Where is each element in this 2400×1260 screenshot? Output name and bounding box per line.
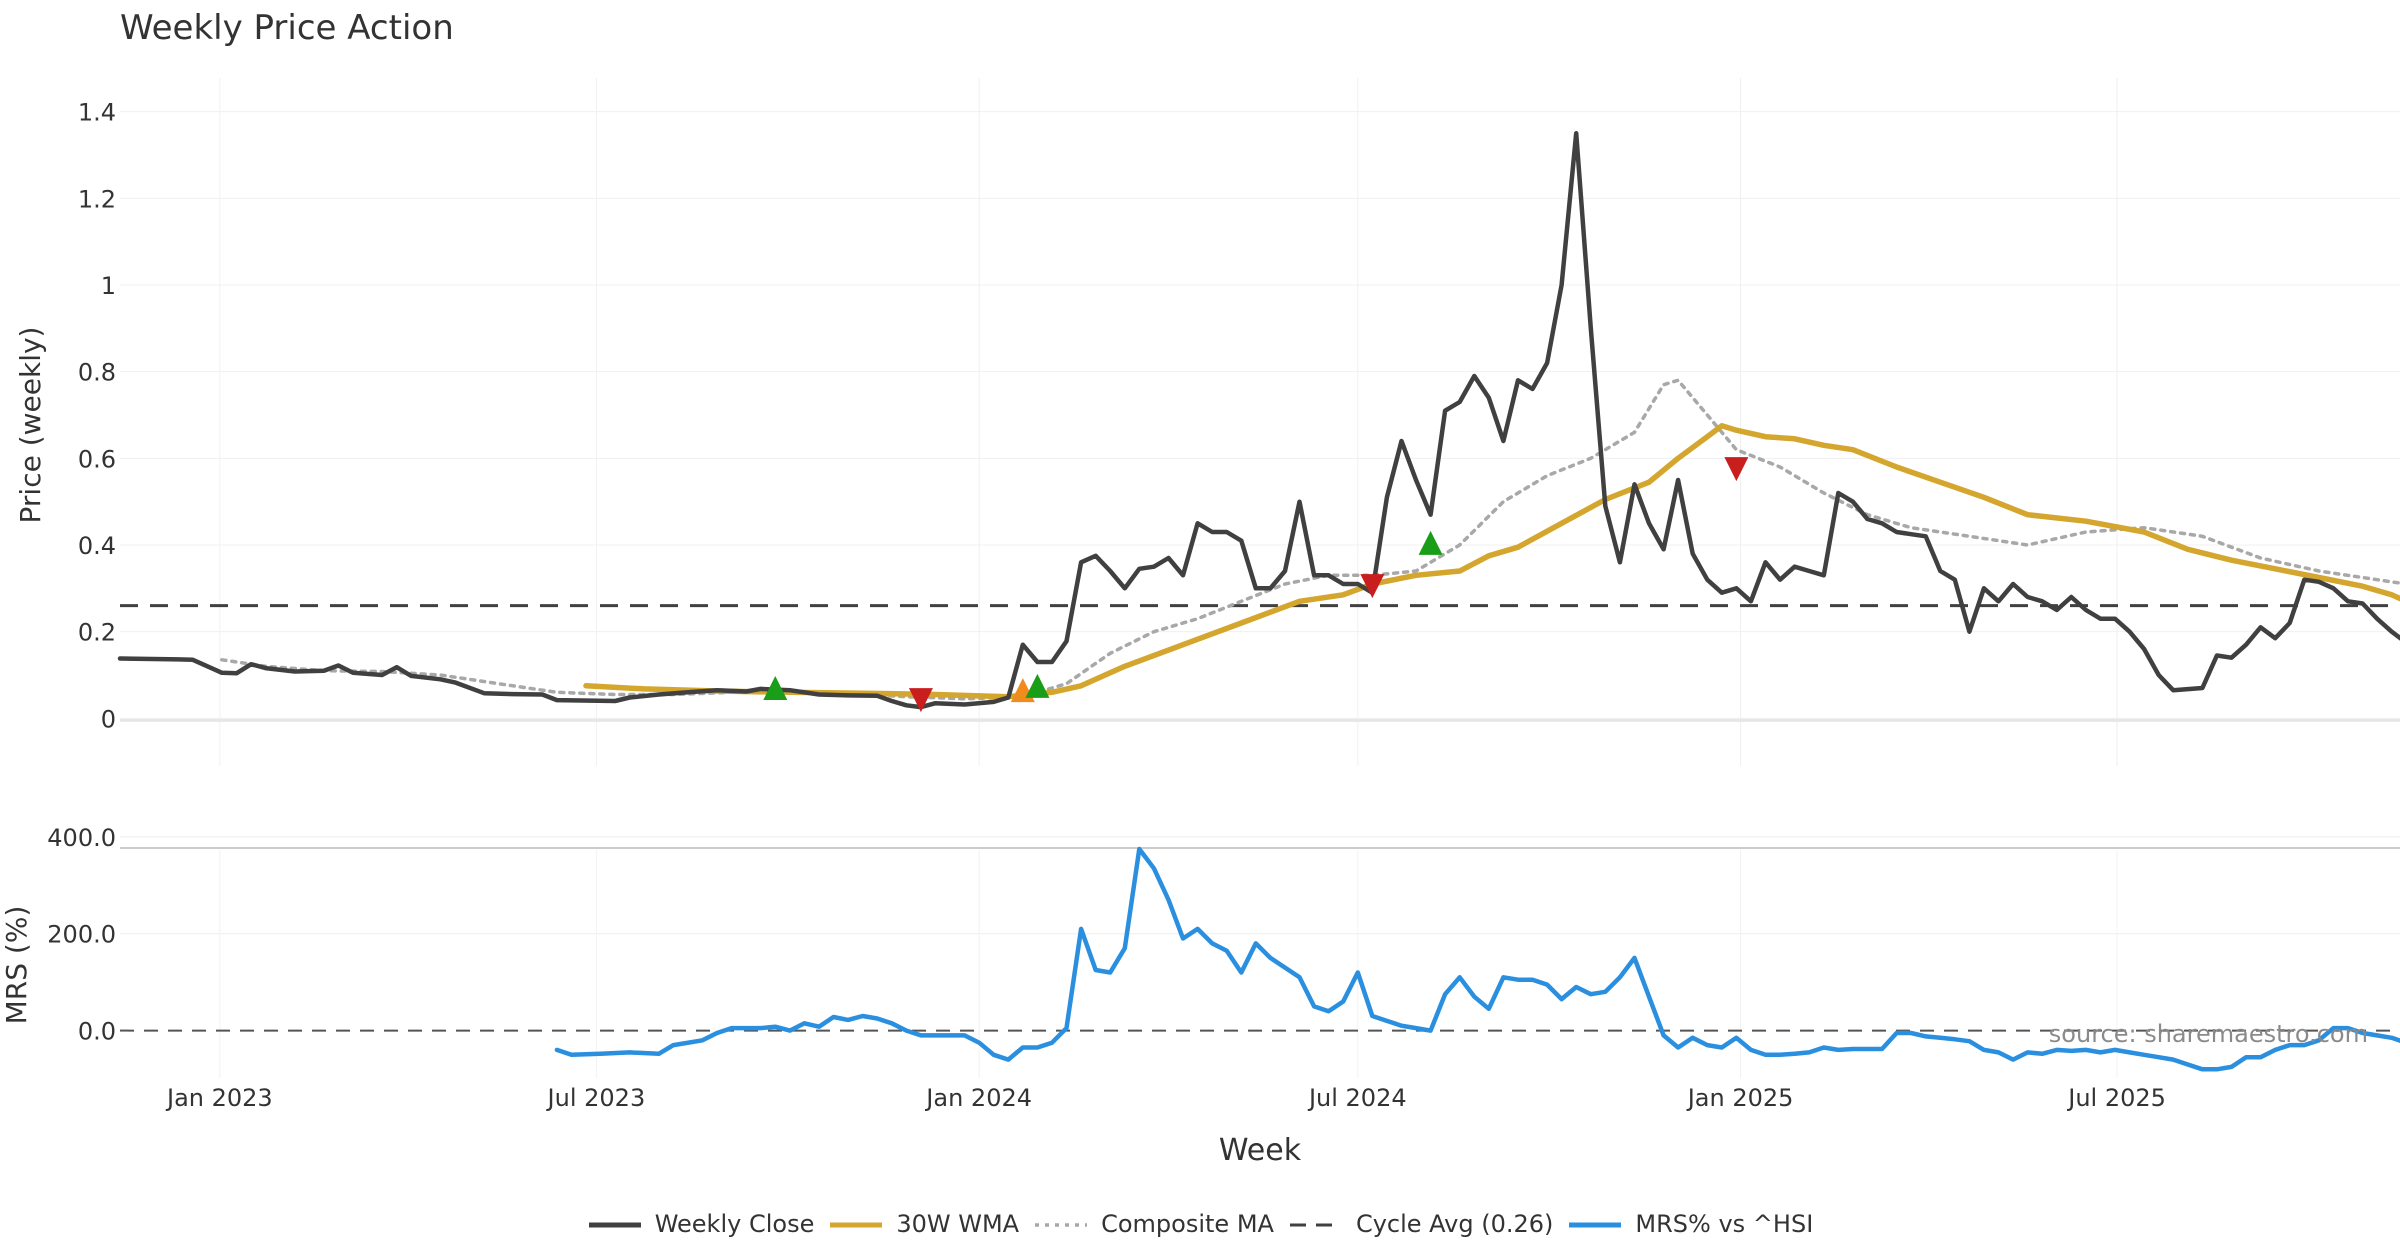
mrs-tick-label: 400.0 xyxy=(47,824,116,852)
price-y-axis-label: Price (weekly) xyxy=(14,327,47,524)
price-tick-label: 0.4 xyxy=(78,532,116,560)
price-tick-label: 0 xyxy=(101,705,116,733)
x-tick-label: Jul 2024 xyxy=(1307,1084,1407,1112)
signal-markers xyxy=(763,457,1749,713)
sell-signal-marker xyxy=(1360,574,1385,599)
price-series-layer xyxy=(117,131,2400,710)
legend-item: MRS% vs ^HSI xyxy=(1567,1210,1813,1238)
legend-swatch xyxy=(1569,1222,1622,1228)
legend-label: Composite MA xyxy=(1101,1210,1274,1238)
chart-svg: 0 0.2 0.4 0.6 0.8 1 1.2 1.4 0.0 200.0 400.0 Jan 2… xyxy=(0,78,2400,1168)
x-tick-label: Jul 2025 xyxy=(2066,1084,2166,1112)
x-tick-label: Jan 2024 xyxy=(924,1084,1032,1112)
x-tick-label: Jan 2023 xyxy=(165,1084,273,1112)
legend-label: 30W WMA xyxy=(896,1210,1020,1238)
mrs-y-axis-label: MRS (%) xyxy=(0,906,33,1025)
x-tick-label: Jul 2023 xyxy=(546,1084,646,1112)
price-tick-label: 1.4 xyxy=(78,99,116,127)
mrs-tick-label: 0.0 xyxy=(78,1018,116,1046)
price-tick-label: 0.8 xyxy=(78,359,116,387)
buy-signal-marker xyxy=(1418,530,1443,555)
buy-signal-marker xyxy=(1025,673,1050,698)
legend-item: 30W WMA xyxy=(828,1210,1019,1238)
mrs-series-layer xyxy=(554,846,2400,1072)
price-tick-label: 0.2 xyxy=(78,619,116,647)
legend-item: Weekly Close xyxy=(587,1210,815,1238)
legend-swatch xyxy=(1289,1223,1342,1227)
price-tick-label: 1.2 xyxy=(78,185,116,213)
price-gridlines xyxy=(120,78,2400,766)
sell-signal-marker xyxy=(908,688,933,713)
composite-ma-line xyxy=(220,378,2400,701)
legend-label: Weekly Close xyxy=(654,1210,815,1238)
source-note: source: sharemaestro.com xyxy=(2048,1020,2368,1048)
x-axis-label: Week xyxy=(1219,1133,1302,1168)
sell-signal-marker xyxy=(1724,457,1749,482)
legend-label: Cycle Avg (0.26) xyxy=(1355,1210,1554,1238)
legend-swatch xyxy=(588,1222,641,1228)
legend-item: Composite MA xyxy=(1033,1210,1274,1238)
mrs-line xyxy=(554,846,2400,1072)
chart-title: Weekly Price Action xyxy=(120,8,454,48)
price-y-axis: 0 0.2 0.4 0.6 0.8 1 1.2 1.4 xyxy=(78,99,116,734)
x-tick-label: Jan 2025 xyxy=(1686,1084,1794,1112)
weekly-close-line xyxy=(117,131,2400,710)
x-axis: Jan 2023 Jul 2023 Jan 2024 Jul 2024 Jan 2025… xyxy=(165,1084,2166,1112)
price-tick-label: 1 xyxy=(101,272,116,300)
legend-item: Cycle Avg (0.26) xyxy=(1288,1210,1553,1238)
legend: Weekly Close 30W WMA Composite MA Cycle Avg… xyxy=(0,1210,2400,1238)
mrs-tick-label: 200.0 xyxy=(47,921,116,949)
buy-signal-marker xyxy=(763,676,788,700)
legend-swatch xyxy=(1035,1223,1088,1227)
legend-swatch xyxy=(830,1222,883,1228)
legend-label: MRS% vs ^HSI xyxy=(1635,1210,1814,1238)
wma-30w-line xyxy=(583,423,2400,700)
price-tick-label: 0.6 xyxy=(78,445,116,473)
mrs-y-axis: 0.0 200.0 400.0 xyxy=(47,824,116,1046)
